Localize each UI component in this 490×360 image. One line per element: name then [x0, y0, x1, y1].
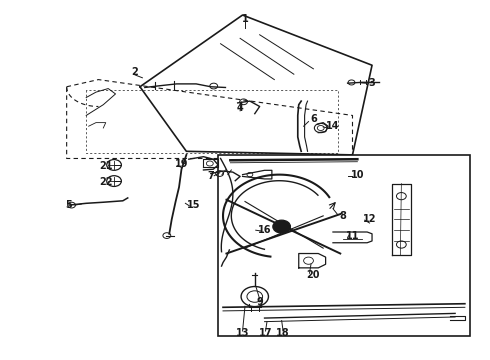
Text: 11: 11 [346, 231, 359, 240]
Text: 5: 5 [66, 200, 73, 210]
Text: 18: 18 [276, 328, 290, 338]
Text: 22: 22 [99, 177, 113, 187]
Text: 20: 20 [307, 270, 320, 280]
Circle shape [273, 220, 291, 233]
Text: 21: 21 [99, 161, 113, 171]
Text: 8: 8 [339, 211, 346, 221]
Text: 14: 14 [326, 121, 340, 131]
Text: 12: 12 [363, 215, 376, 224]
Circle shape [277, 224, 286, 230]
Text: 3: 3 [368, 78, 375, 88]
Text: 1: 1 [242, 14, 248, 24]
Text: 10: 10 [351, 170, 364, 180]
Text: 13: 13 [236, 328, 249, 338]
Text: 6: 6 [310, 114, 317, 124]
Text: 7: 7 [207, 171, 214, 181]
Text: 16: 16 [258, 225, 271, 235]
Bar [218, 155, 470, 336]
Text: 15: 15 [187, 200, 200, 210]
Text: 4: 4 [237, 103, 244, 113]
Text: 2: 2 [132, 67, 139, 77]
Text: 9: 9 [256, 297, 263, 307]
Text: 19: 19 [175, 159, 188, 169]
Text: 17: 17 [259, 328, 272, 338]
